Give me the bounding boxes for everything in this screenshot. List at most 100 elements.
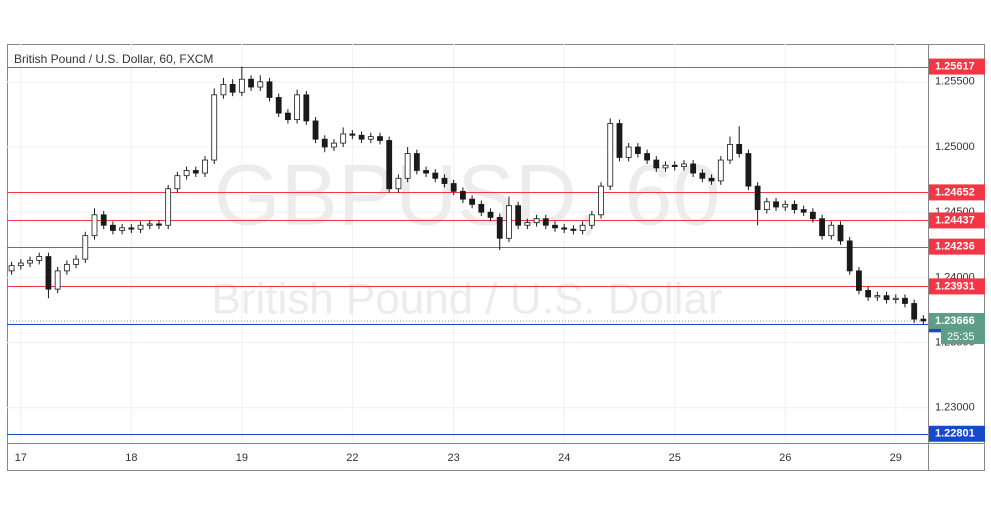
candle-body (506, 205, 512, 239)
candle-body (146, 223, 153, 226)
level-label: 1.24437 (935, 214, 975, 226)
candle-body (174, 175, 181, 190)
level-label-box (929, 58, 985, 75)
candle-body (358, 134, 365, 140)
candle-body (63, 263, 70, 272)
candle-body (561, 227, 568, 230)
candle-body (275, 97, 282, 114)
candle-body (892, 297, 899, 300)
candle-body (183, 170, 190, 177)
candle-body (377, 136, 383, 141)
candle-body (211, 94, 218, 161)
candle-body (515, 205, 522, 226)
candle-body (524, 222, 531, 226)
candle-body (192, 170, 199, 174)
candle-body (36, 256, 43, 261)
candle-body (570, 228, 577, 231)
level-label: 1.22801 (935, 428, 975, 440)
x-tick-label: 18 (125, 452, 137, 464)
candle-body (846, 240, 853, 272)
level-label-box (929, 425, 985, 442)
candle-body (220, 84, 227, 96)
level-label: 1.25617 (935, 60, 975, 72)
x-tick-label: 24 (558, 452, 570, 464)
candle-body (690, 163, 697, 174)
candle-body (119, 227, 126, 231)
candle-body (671, 164, 678, 167)
level-label: 1.24652 (935, 186, 975, 198)
candle-body (257, 81, 264, 88)
candle-body (229, 84, 236, 93)
candle-body (487, 211, 494, 218)
candle-body (312, 120, 319, 140)
candle-body (165, 188, 172, 226)
candle-body (496, 217, 503, 239)
candle-body (469, 198, 476, 205)
candle-body (708, 177, 715, 182)
watermark-subtitle: British Pound / U.S. Dollar (211, 275, 722, 324)
x-tick-label: 23 (448, 452, 460, 464)
candle-body (763, 201, 770, 210)
candle-body (856, 270, 862, 291)
candle-body (266, 81, 273, 98)
candle-body (441, 177, 448, 184)
y-tick-label: 1.23000 (935, 402, 975, 414)
candle-body (202, 159, 208, 174)
candle-body (717, 159, 724, 182)
candle-body (920, 318, 927, 322)
candle-body (598, 185, 604, 216)
x-tick-label: 26 (779, 452, 791, 464)
x-tick-label: 29 (890, 452, 902, 464)
candle-body (736, 144, 743, 154)
candle-body (395, 177, 402, 190)
candle-body (745, 153, 752, 187)
x-tick-label: 22 (346, 452, 358, 464)
candle-body (73, 258, 79, 265)
candle-body (727, 144, 733, 161)
level-label-box (929, 212, 985, 229)
level-label-box (929, 238, 985, 255)
candle-body (17, 262, 24, 267)
candle-body (533, 218, 540, 224)
candle-body (459, 190, 466, 200)
candle-body (8, 265, 15, 272)
candle-body (450, 183, 457, 192)
candle-body (340, 133, 347, 144)
candle-body (303, 94, 310, 122)
candle-body (321, 138, 328, 148)
candle-body (27, 260, 33, 264)
candle-body (773, 201, 779, 208)
candle-body (331, 142, 337, 148)
x-tick-label: 25 (669, 452, 681, 464)
candle-body (45, 256, 52, 290)
candle-body (386, 140, 393, 190)
level-label: 1.23931 (935, 280, 975, 292)
candle-body (82, 235, 89, 260)
candle-body (616, 123, 623, 158)
candle-body (478, 203, 485, 213)
candle-body (865, 290, 872, 298)
candle-body (874, 295, 881, 298)
candle-body (607, 123, 614, 187)
candle-body (791, 203, 798, 210)
candle-body (644, 153, 650, 161)
candle-body (432, 172, 439, 179)
candle-body (238, 78, 245, 93)
candle-body (156, 223, 162, 226)
x-tick-label: 17 (15, 452, 27, 464)
level-label-box (929, 184, 985, 201)
candle-body (800, 209, 807, 213)
last-price-label: 1.23666 (935, 315, 975, 327)
candle-body (782, 203, 789, 208)
candle-body (699, 172, 706, 179)
level-label: 1.24236 (935, 241, 975, 253)
candle-body (413, 153, 420, 171)
x-tick-label: 19 (236, 452, 248, 464)
candle-body (819, 218, 825, 237)
candle-body (54, 270, 61, 290)
candle-body (634, 146, 641, 154)
candle-body (137, 224, 144, 230)
